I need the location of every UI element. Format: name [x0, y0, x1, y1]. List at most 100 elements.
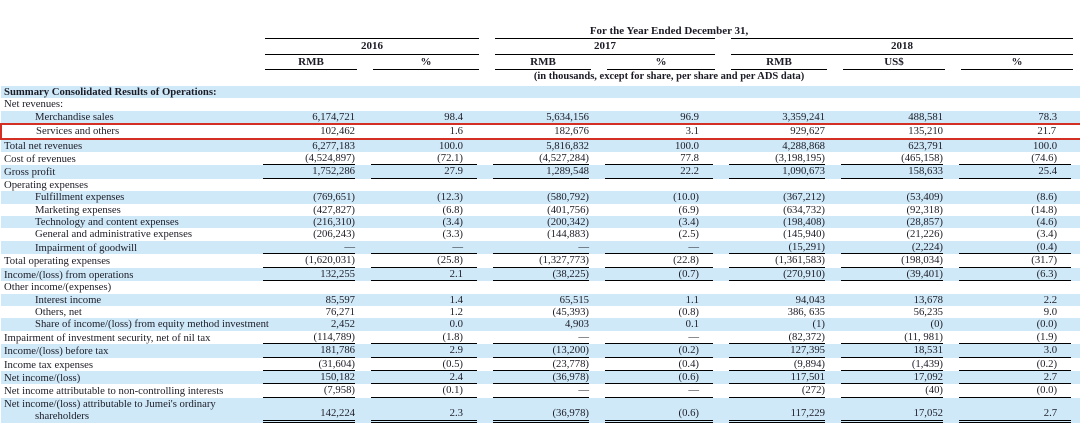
table-row: Marketing expenses (427,827) (6.8) (401,756…	[1, 204, 1080, 216]
value-cell: (272)	[723, 384, 835, 398]
value-cell: (1)	[812, 318, 825, 331]
value-cell: (0.4)	[599, 358, 723, 371]
value-cell: (0)	[930, 318, 943, 331]
table-row: Share of income/(loss) from equity metho…	[1, 318, 1080, 331]
value-cell: (1,361,583)	[723, 254, 835, 268]
value-cell: 127,395	[723, 344, 835, 358]
value-cell: 18,531	[835, 344, 953, 358]
year-group-2018: 2018	[723, 38, 1080, 55]
value-cell	[599, 86, 723, 98]
value-cell: 102,462	[257, 123, 365, 140]
value-cell: —	[487, 241, 599, 255]
value-cell: —	[365, 241, 487, 255]
value-cell: 77.8	[599, 152, 723, 166]
value-cell: 1.6	[365, 123, 487, 140]
value-cell: (145,940)	[783, 228, 825, 241]
value-cell: (0.8)	[678, 305, 699, 318]
value-cell: 4,288,868	[782, 139, 825, 152]
value-cell: 1.2	[449, 305, 463, 318]
row-label-cell: Operating expenses	[4, 178, 88, 191]
row-label-cell: Impairment of investment security, net o…	[4, 331, 211, 344]
col-header-2017-pct: %	[599, 55, 723, 70]
value-cell: (53,409)	[906, 191, 943, 204]
value-cell: 2.7	[953, 398, 1080, 423]
value-cell	[599, 179, 723, 191]
value-cell: (0.0)	[1036, 318, 1058, 331]
value-cell	[835, 98, 953, 110]
value-cell	[723, 179, 835, 191]
value-cell: (1,439)	[835, 358, 953, 371]
value-cell	[365, 98, 487, 110]
table-row: Income tax expenses (31,604) (0.5) (23,778)…	[1, 358, 1080, 371]
value-cell: (6.9)	[678, 203, 699, 216]
value-cell: (2.5)	[678, 228, 699, 241]
value-cell	[953, 281, 1080, 293]
table-row: Net income/(loss) 150,182 2.4 (36,978) (0.6)…	[1, 370, 1080, 385]
value-cell: 182,676	[487, 123, 599, 140]
value-cell: —	[599, 241, 723, 255]
value-cell: (144,883)	[547, 228, 589, 241]
year-group-2017: 2017	[487, 38, 723, 55]
results-of-operations-table: For the Year Ended December 31, 2016 201…	[0, 24, 1080, 423]
row-label-cell: Net income/(loss) attributable to Jumei'…	[4, 397, 216, 423]
value-cell	[487, 281, 599, 293]
row-label-cell: Fulfillment expenses	[35, 191, 125, 204]
value-cell	[835, 281, 953, 293]
table-row: Fulfillment expenses (769,651) (12.3) (580,…	[1, 191, 1080, 204]
value-cell: 100.0	[438, 139, 463, 152]
col-header-2018-pct: %	[953, 55, 1080, 70]
value-cell: (31,604)	[257, 358, 365, 371]
value-cell: (0.5)	[365, 358, 487, 371]
value-cell: (12.3)	[437, 191, 463, 204]
table-row: Net income/(loss) attributable to Jumei'…	[1, 397, 1080, 423]
value-cell: (427,827)	[313, 203, 355, 216]
col-header-2018-rmb: RMB	[723, 55, 835, 70]
table-row: Technology and content expenses (216,310)…	[1, 216, 1080, 229]
col-header-2016-pct: %	[365, 55, 487, 70]
value-cell	[953, 179, 1080, 191]
value-cell	[835, 179, 953, 191]
value-cell: 117,501	[723, 371, 835, 385]
value-cell: (0.4)	[953, 241, 1080, 255]
value-cell	[487, 98, 599, 110]
value-cell: 3.1	[599, 123, 723, 140]
value-cell: (31.7)	[953, 254, 1080, 268]
value-cell: (198,408)	[783, 216, 825, 229]
value-cell	[835, 86, 953, 98]
col-header-2017-rmb: RMB	[487, 55, 599, 70]
table-subtitle: (in thousands, except for share, per sha…	[533, 71, 805, 82]
value-cell: 6,174,721	[312, 110, 355, 123]
value-cell	[365, 281, 487, 293]
header-spacer	[1, 70, 257, 86]
year-label-2018: 2018	[731, 38, 1074, 55]
value-cell: (1,327,773)	[487, 254, 599, 268]
value-cell	[257, 281, 365, 293]
value-cell: (401,756)	[547, 203, 589, 216]
value-cell: 150,182	[257, 371, 365, 385]
value-cell: 3,359,241	[782, 110, 825, 123]
value-cell: 1,289,548	[487, 165, 599, 179]
value-cell: (45,393)	[552, 305, 589, 318]
value-cell: (198,034)	[835, 254, 953, 268]
value-cell: (28,857)	[906, 216, 943, 229]
value-cell: 6,277,183	[312, 139, 355, 152]
value-cell: (0.1)	[365, 384, 487, 398]
value-cell: 2,452	[330, 318, 355, 331]
value-cell: (114,789)	[257, 331, 365, 345]
row-label-cell: Net income/(loss)	[4, 371, 81, 384]
value-cell: (3.4)	[442, 216, 463, 229]
value-cell: 78.3	[1038, 110, 1058, 123]
table-row: Impairment of investment security, net o…	[1, 331, 1080, 345]
value-cell: (4,527,284)	[487, 152, 599, 166]
row-label-cell: Technology and content expenses	[35, 216, 179, 229]
value-cell: 181,786	[257, 344, 365, 358]
value-cell: (82,372)	[723, 331, 835, 345]
table-row: Interest income 85,597 1.4 65,515 1.1 94,043 1…	[1, 293, 1080, 306]
value-cell: 17,052	[835, 398, 953, 423]
value-cell: (270,910)	[723, 268, 835, 282]
value-cell: (6.3)	[953, 268, 1080, 282]
value-cell: (634,732)	[783, 203, 825, 216]
value-cell: 25.4	[953, 165, 1080, 179]
row-label-cell: Income tax expenses	[4, 358, 94, 371]
header-spacer	[1, 55, 257, 70]
